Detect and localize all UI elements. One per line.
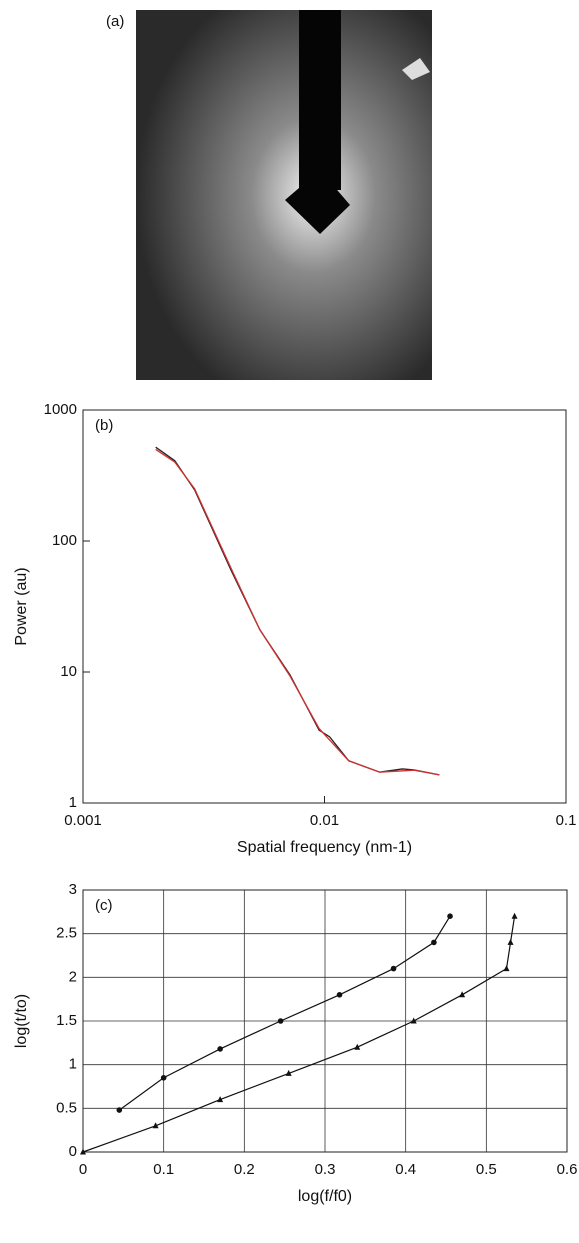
marker bbox=[410, 1017, 417, 1024]
y-tick-label: 2 bbox=[69, 968, 77, 985]
x-tick-label: 0.1 bbox=[153, 1161, 174, 1178]
series-line bbox=[82, 916, 516, 1153]
series-line bbox=[118, 915, 451, 1111]
y-tick-label: 1 bbox=[69, 1056, 77, 1073]
x-tick-label: 0.2 bbox=[234, 1161, 255, 1178]
marker bbox=[431, 939, 437, 946]
marker bbox=[116, 1107, 123, 1113]
marker bbox=[447, 913, 453, 919]
marker bbox=[503, 965, 510, 972]
y-tick-label: 0.5 bbox=[56, 1099, 77, 1116]
marker bbox=[390, 965, 397, 972]
x-tick-label: 0.4 bbox=[395, 1161, 416, 1178]
y-axis-label: Power (au) bbox=[13, 567, 30, 645]
marker bbox=[217, 1096, 224, 1103]
y-tick-label: 1 bbox=[69, 794, 77, 811]
plot-frame bbox=[82, 889, 568, 1153]
marker bbox=[160, 1074, 167, 1081]
panel-label: (b) bbox=[95, 417, 113, 434]
x-tick-label: 0.001 bbox=[64, 812, 102, 829]
marker bbox=[336, 992, 343, 998]
x-axis-label: log(f/f0) bbox=[298, 1188, 352, 1205]
series-line bbox=[155, 448, 440, 776]
panel-label: (a) bbox=[106, 13, 124, 30]
x-tick-label: 0.01 bbox=[310, 812, 339, 829]
probe-shaft bbox=[299, 10, 341, 190]
marker bbox=[217, 1046, 223, 1052]
y-tick-label: 1.5 bbox=[56, 1012, 77, 1029]
marker bbox=[354, 1043, 361, 1050]
x-axis-label: Spatial frequency (nm-1) bbox=[237, 839, 412, 856]
marker bbox=[80, 1148, 86, 1155]
marker bbox=[511, 912, 518, 919]
marker bbox=[152, 1122, 159, 1129]
micrograph bbox=[136, 10, 432, 380]
x-tick-label: 0.1 bbox=[556, 812, 577, 829]
image-panel: (a) bbox=[106, 10, 432, 380]
y-tick-label: 3 bbox=[69, 881, 77, 898]
marker bbox=[459, 991, 466, 998]
y-tick-label: 100 bbox=[52, 532, 77, 549]
y-tick-label: 1000 bbox=[44, 401, 77, 418]
y-tick-label: 2.5 bbox=[56, 925, 77, 942]
panel-label: (c) bbox=[95, 897, 113, 914]
plot-frame bbox=[82, 409, 567, 804]
y-tick-label: 10 bbox=[60, 663, 77, 680]
x-tick-label: 0 bbox=[79, 1161, 87, 1178]
marker bbox=[507, 938, 514, 945]
marker bbox=[285, 1069, 292, 1076]
y-axis-label: log(t/to) bbox=[13, 994, 30, 1048]
probe-tip bbox=[285, 170, 350, 234]
x-tick-label: 0.6 bbox=[557, 1161, 578, 1178]
x-tick-label: 0.5 bbox=[476, 1161, 497, 1178]
x-tick-label: 0.3 bbox=[315, 1161, 336, 1178]
marker bbox=[277, 1018, 284, 1024]
y-tick-label: 0 bbox=[69, 1143, 77, 1160]
particle bbox=[402, 58, 430, 80]
